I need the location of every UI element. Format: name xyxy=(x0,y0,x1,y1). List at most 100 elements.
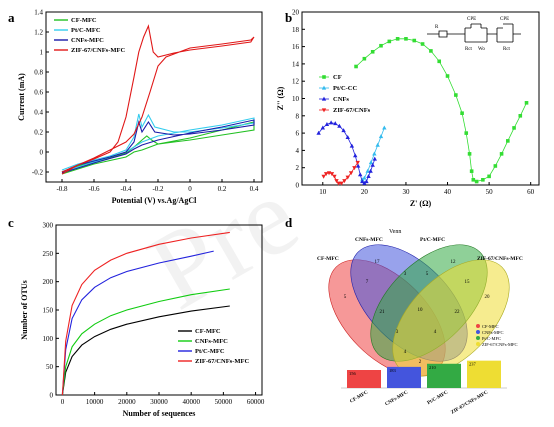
data-point xyxy=(375,142,380,147)
data-point xyxy=(395,37,400,41)
venn-region-count: 3 xyxy=(396,330,399,335)
data-point xyxy=(474,179,479,184)
data-point xyxy=(349,143,355,148)
data-point xyxy=(365,168,370,173)
data-point xyxy=(345,135,350,140)
x-tick-label: 40 xyxy=(444,188,452,196)
y-tick-label: 8 xyxy=(296,112,300,120)
legend-label: CF-MFC xyxy=(71,17,97,24)
data-point xyxy=(328,120,334,125)
data-point xyxy=(366,173,371,178)
data-point xyxy=(324,122,330,127)
y-tick-label: 12 xyxy=(292,78,300,86)
x-tick-label: 20000 xyxy=(118,398,136,406)
legend-label: CNFs-MFC xyxy=(71,37,104,44)
y-tick-label: 0.2 xyxy=(34,129,43,137)
x-tick-label: 30 xyxy=(402,188,410,196)
x-tick-label: 60000 xyxy=(247,398,265,406)
circuit-label-cpe1: CPE xyxy=(467,17,476,22)
data-point xyxy=(323,172,329,177)
data-point xyxy=(334,179,339,184)
circuit-label-cpe2: CPE xyxy=(500,17,509,22)
y-tick-label: -0.2 xyxy=(32,169,44,177)
data-point xyxy=(445,74,450,78)
data-point xyxy=(320,125,325,130)
data-point xyxy=(412,38,417,43)
series-line xyxy=(61,113,255,173)
x-tick-label: 40000 xyxy=(182,398,200,406)
series-line xyxy=(61,250,214,396)
y-tick-label: 250 xyxy=(43,250,54,258)
data-point xyxy=(481,178,485,182)
data-point xyxy=(316,130,321,135)
data-point xyxy=(364,179,369,184)
legend-label: ZIF-67/CNFs xyxy=(333,107,371,114)
data-point xyxy=(379,43,383,48)
panel-a-label: a xyxy=(8,10,15,25)
data-point xyxy=(355,163,361,168)
legend-label: Pt/C-MFC xyxy=(71,27,101,34)
y-axis-label: Current (mA) xyxy=(17,73,26,121)
data-point xyxy=(368,160,374,165)
panel-a-chart: a -0.8 -0.6 -0.4 -0.2 0 0.2 0.4 -0.2 0 0.2 0.4 0.6 0… xyxy=(8,9,263,205)
plot-frame xyxy=(45,11,263,183)
data-point xyxy=(339,181,344,186)
y-axis-label: Number of OTUs xyxy=(20,280,29,339)
y-tick-label: 18 xyxy=(292,26,300,34)
data-point xyxy=(493,164,498,168)
bar-category-label: Pt/C-MFC xyxy=(427,390,450,406)
data-point xyxy=(437,59,442,64)
bar-value-label: 156 xyxy=(349,371,357,376)
venn-region-count: 2 xyxy=(419,360,422,365)
y-tick-label: 14 xyxy=(292,60,300,68)
series-line xyxy=(61,121,255,175)
venn-region-count: 12 xyxy=(451,260,457,265)
legend-label: ZIF-67/CNFs-MFC xyxy=(195,358,249,365)
data-point xyxy=(404,37,408,41)
equivalent-circuit-inset: R CPE CPE Rct Wo Rct xyxy=(427,17,521,52)
data-point xyxy=(378,134,384,139)
y-tick-label: 20 xyxy=(292,9,300,17)
bar-category-label: CF-MFC xyxy=(349,390,369,404)
venn-region-count: 7 xyxy=(366,280,369,285)
data-point xyxy=(358,172,363,177)
data-point xyxy=(329,172,335,177)
panel-d-label: d xyxy=(285,215,293,230)
data-point xyxy=(382,125,387,130)
data-point xyxy=(429,49,433,53)
x-tick-label: -0.8 xyxy=(56,185,68,193)
legend-label: CNFs xyxy=(333,96,349,103)
y-tick-label: 0 xyxy=(40,149,44,157)
data-point xyxy=(518,114,523,118)
y-tick-label: 1.4 xyxy=(34,9,43,17)
y-tick-label: 10 xyxy=(292,95,300,103)
bar xyxy=(427,363,461,388)
bar-value-label: 183 xyxy=(389,368,397,373)
legend-label: Pt/C-MFC xyxy=(482,336,501,341)
data-point xyxy=(355,160,360,165)
legend-swatch xyxy=(476,324,480,328)
data-point xyxy=(469,169,474,173)
data-point xyxy=(420,42,425,46)
bar-value-label: 237 xyxy=(469,362,477,367)
series-line xyxy=(61,305,230,396)
x-tick-label: -0.2 xyxy=(152,185,164,193)
panel-c-chart: c 0 10000 20000 30000 40000 50000 60000 0 50 100 1… xyxy=(8,215,265,418)
series-line xyxy=(355,38,527,182)
y-tick-label: 16 xyxy=(292,43,300,51)
bar xyxy=(387,366,421,388)
y-tick-label: 0 xyxy=(296,182,300,190)
venn-region-count: 3 xyxy=(404,272,407,277)
venn-region-count: 15 xyxy=(465,280,471,285)
y-tick-label: 0.4 xyxy=(34,109,43,117)
data-point xyxy=(372,151,377,156)
legend-swatch xyxy=(476,330,480,334)
data-point xyxy=(387,39,392,44)
data-point xyxy=(499,152,504,156)
y-tick-label: 6 xyxy=(296,130,300,138)
data-point xyxy=(368,168,373,173)
bar xyxy=(467,360,501,388)
venn-label-zif: ZIF-67/CNFs-MFC xyxy=(477,256,523,262)
venn-region-count: 4 xyxy=(434,330,437,335)
